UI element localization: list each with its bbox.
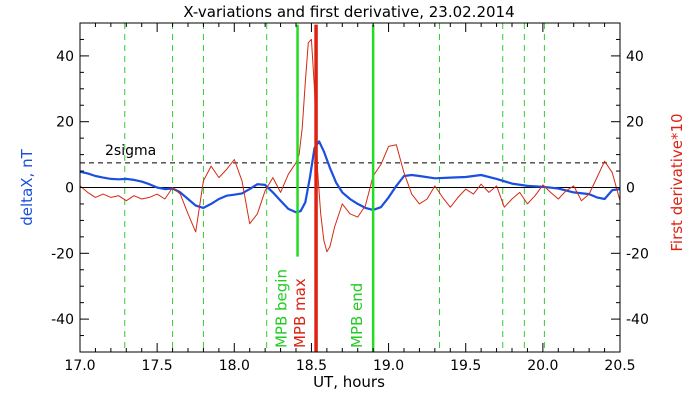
y-tick-label-right: 20 — [626, 115, 644, 131]
x-tick-label: 18.5 — [296, 358, 327, 374]
y-tick-label-left: 0 — [65, 181, 74, 197]
x-tick-label: 20.0 — [527, 358, 558, 374]
mpb-marker-label-1: MPB begin — [273, 269, 291, 348]
x-tick-label: 17.0 — [64, 358, 95, 374]
y-tick-label-left: 40 — [56, 49, 74, 65]
derivative-series-line — [80, 38, 620, 253]
y-tick-label-left: -40 — [51, 312, 74, 328]
x-tick-label: 20.5 — [604, 358, 635, 374]
x-tick-label: 19.5 — [450, 358, 481, 374]
y-tick-label-right: 0 — [626, 181, 635, 197]
deltax-series-line — [80, 140, 620, 214]
y-tick-label-right: -40 — [626, 312, 649, 328]
series-layer — [80, 38, 620, 253]
y-tick-label-left: 20 — [56, 115, 74, 131]
mpb-marker-label-3: MPB end — [348, 283, 366, 348]
chart-title: X-variations and first derivative, 23.02… — [183, 3, 514, 21]
sigma-label: 2sigma — [105, 143, 156, 159]
reference-lines — [80, 162, 620, 188]
mpb-marker-label-2: MPB max — [291, 278, 309, 348]
y-tick-label-left: -20 — [51, 246, 74, 262]
y-tick-label-right: -20 — [626, 246, 649, 262]
x-tick-label: 18.0 — [219, 358, 250, 374]
mpb-marker-lines: MPB begin MPB max MPB end — [273, 24, 375, 352]
x-tick-label: 17.5 — [142, 358, 173, 374]
chart-text: X-variations and first derivative, 23.02… — [18, 3, 686, 391]
x-axis-label: UT, hours — [313, 373, 385, 391]
y-axis-label-right: First derivative*10 — [668, 113, 686, 251]
x-tick-label: 19.0 — [373, 358, 404, 374]
y-tick-label-right: 40 — [626, 49, 644, 65]
axes: 17.0 17.5 18.0 18.5 19.0 19.5 20.0 20.5 -40 -40 -2… — [51, 22, 649, 374]
y-axis-label-left: deltaX, nT — [18, 148, 36, 225]
